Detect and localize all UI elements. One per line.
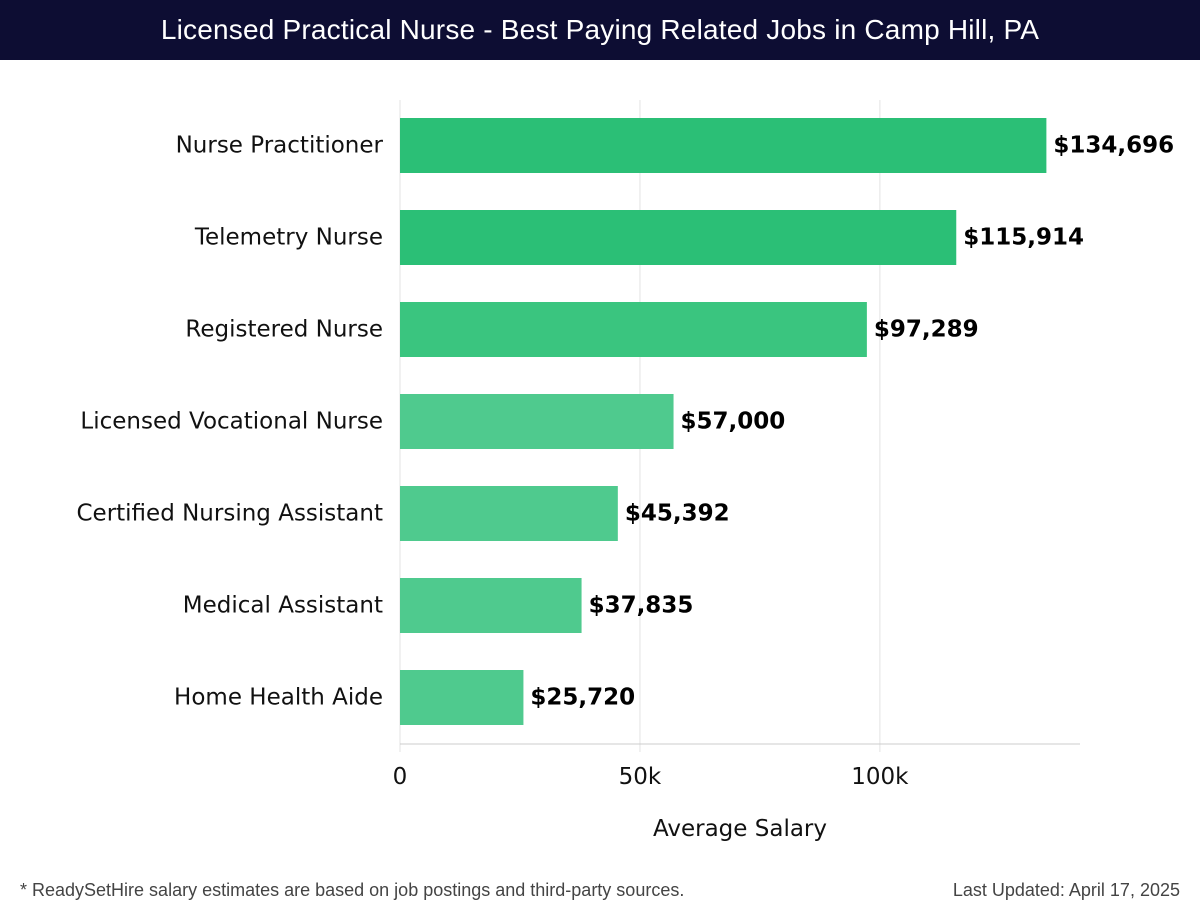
category-label: Certified Nursing Assistant: [76, 501, 383, 527]
category-label: Medical Assistant: [183, 593, 383, 619]
x-tick-label: 50k: [619, 764, 662, 790]
chart-title: Licensed Practical Nurse - Best Paying R…: [160, 14, 1040, 45]
bar: [400, 670, 524, 725]
data-label: $115,914: [963, 225, 1084, 251]
category-label: Licensed Vocational Nurse: [80, 409, 383, 435]
bar: [400, 302, 867, 357]
x-tick-label: 100k: [851, 764, 909, 790]
footnote: * ReadySetHire salary estimates are base…: [20, 880, 685, 900]
category-label: Home Health Aide: [174, 685, 383, 711]
bar: [400, 210, 957, 265]
bar-chart: Nurse Practitioner $134,696 Telemetry Nurs…: [76, 100, 1174, 842]
last-updated: Last Updated: April 17, 2025: [952, 880, 1180, 900]
bar: [400, 118, 1047, 173]
bar: [400, 394, 674, 449]
category-label: Registered Nurse: [185, 317, 383, 343]
x-axis-title: Average Salary: [653, 816, 827, 842]
category-label: Telemetry Nurse: [194, 225, 383, 251]
data-label: $45,392: [625, 501, 730, 527]
bar: [400, 486, 618, 541]
data-label: $134,696: [1053, 133, 1174, 159]
data-label: $25,720: [530, 685, 635, 711]
category-label: Nurse Practitioner: [176, 133, 384, 159]
data-label: $97,289: [874, 317, 979, 343]
bar: [400, 578, 582, 633]
data-label: $37,835: [589, 593, 694, 619]
title-bar: Licensed Practical Nurse - Best Paying R…: [0, 0, 1200, 60]
data-label: $57,000: [681, 409, 786, 435]
x-tick-label: 0: [393, 764, 408, 790]
